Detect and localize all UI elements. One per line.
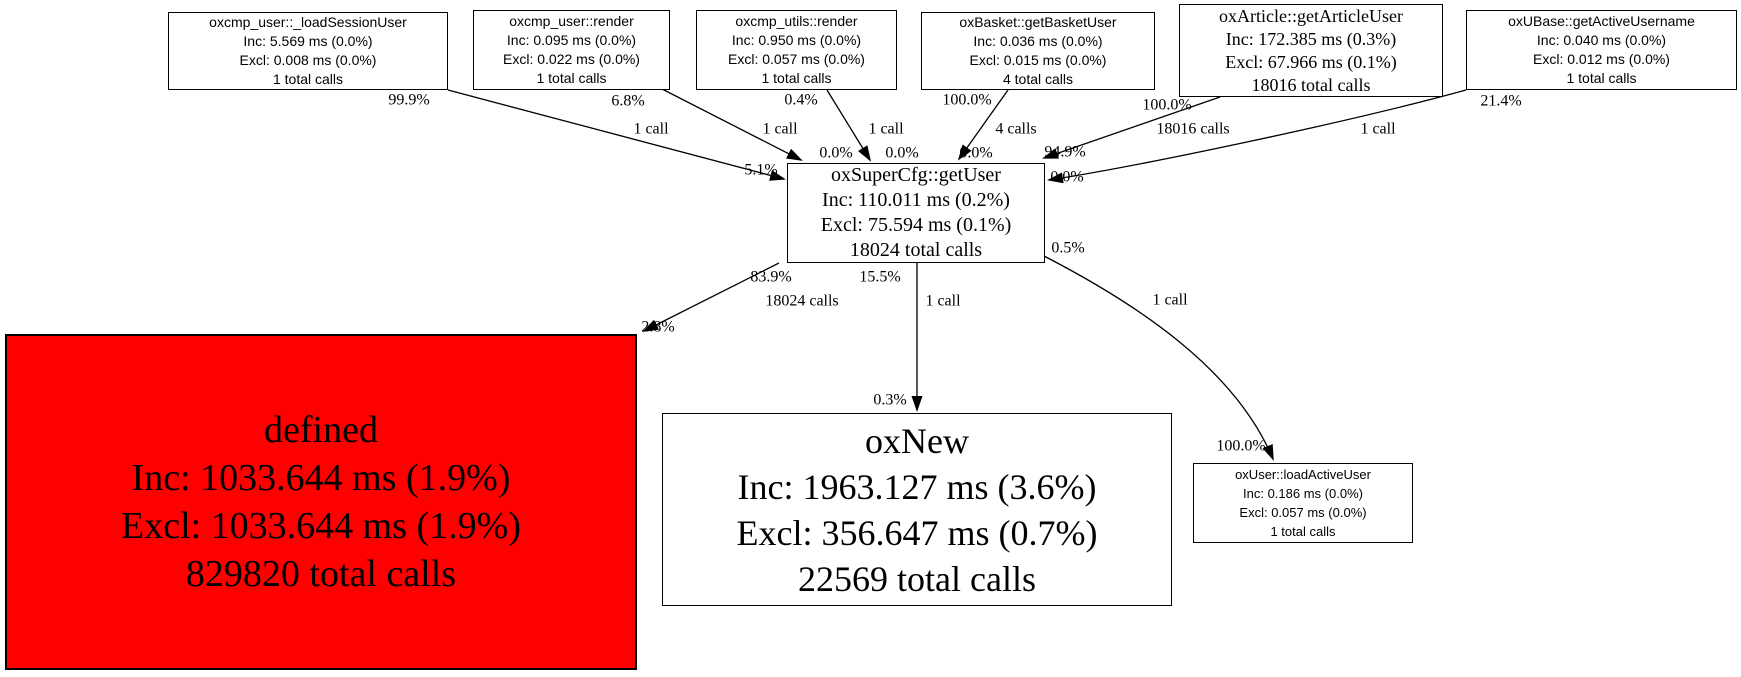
node-title: oxUBase::getActiveUsername bbox=[1508, 13, 1695, 29]
node-inclusive-time: Inc: 0.950 ms (0.0%) bbox=[731, 32, 862, 48]
node-total-calls: 18024 total calls bbox=[849, 239, 983, 261]
edge-label-caller-pct: 21.4% bbox=[1480, 92, 1522, 110]
edge-label-caller-pct: 100.0% bbox=[942, 91, 992, 109]
edge-oxcmp-user-render-to-getuser bbox=[661, 88, 803, 161]
node-oxubase-getactiveusername: oxUBase::getActiveUsername Inc: 0.040 ms… bbox=[1466, 10, 1737, 90]
node-oxuser-loadactiveuser: oxUser::loadActiveUser Inc: 0.186 ms (0.… bbox=[1193, 463, 1413, 543]
node-exclusive-time: Excl: 356.647 ms (0.7%) bbox=[736, 512, 1098, 553]
node-oxcmp-user-loadsessionuser: oxcmp_user::_loadSessionUser Inc: 5.569 … bbox=[168, 12, 448, 90]
node-inclusive-time: Inc: 5.569 ms (0.0%) bbox=[243, 33, 373, 49]
node-title: oxNew bbox=[865, 420, 969, 461]
node-total-calls: 1 total calls bbox=[536, 70, 607, 86]
node-inclusive-time: Inc: 1963.127 ms (3.6%) bbox=[737, 466, 1097, 507]
node-oxnew: oxNew Inc: 1963.127 ms (3.6%) Excl: 356.… bbox=[662, 413, 1172, 606]
edge-label-caller-pct: 15.5% bbox=[859, 268, 901, 286]
node-defined-hotspot: defined Inc: 1033.644 ms (1.9%) Excl: 10… bbox=[5, 334, 637, 670]
edge-label-call-count: 1 call bbox=[1360, 120, 1396, 138]
edge-getuser-to-loadactiveuser bbox=[1043, 255, 1274, 461]
node-title: oxcmp_user::render bbox=[509, 13, 634, 29]
edge-label-caller-pct: 83.9% bbox=[750, 268, 792, 286]
node-title: oxSuperCfg::getUser bbox=[831, 164, 1001, 186]
node-total-calls: 22569 total calls bbox=[798, 558, 1036, 599]
node-inclusive-time: Inc: 0.095 ms (0.0%) bbox=[506, 32, 637, 48]
node-exclusive-time: Excl: 67.966 ms (0.1%) bbox=[1225, 51, 1397, 72]
edge-label-call-count: 1 call bbox=[1152, 291, 1188, 309]
node-exclusive-time: Excl: 1033.644 ms (1.9%) bbox=[120, 505, 521, 547]
edge-label-callee-pct: 0.0% bbox=[819, 144, 853, 162]
node-inclusive-time: Inc: 0.040 ms (0.0%) bbox=[1536, 32, 1667, 48]
node-exclusive-time: Excl: 0.015 ms (0.0%) bbox=[969, 52, 1107, 68]
node-total-calls: 18016 total calls bbox=[1251, 74, 1371, 95]
edge-label-callee-pct: 0.0% bbox=[959, 144, 993, 162]
edge-label-callee-pct: 5.1% bbox=[744, 161, 778, 179]
node-title: oxUser::loadActiveUser bbox=[1235, 467, 1371, 482]
node-exclusive-time: Excl: 0.057 ms (0.0%) bbox=[1239, 505, 1367, 520]
edge-label-callee-pct: 100.0% bbox=[1216, 437, 1266, 455]
edge-label-caller-pct: 6.8% bbox=[611, 92, 645, 110]
edge-label-caller-pct: 100.0% bbox=[1142, 96, 1192, 114]
node-inclusive-time: Inc: 1033.644 ms (1.9%) bbox=[131, 457, 511, 499]
edge-label-call-count: 4 calls bbox=[995, 120, 1037, 138]
node-title: oxArticle::getArticleUser bbox=[1219, 5, 1403, 26]
node-total-calls: 4 total calls bbox=[1002, 71, 1074, 87]
node-exclusive-time: Excl: 0.022 ms (0.0%) bbox=[503, 51, 640, 67]
node-exclusive-time: Excl: 75.594 ms (0.1%) bbox=[820, 214, 1012, 236]
edge-load-session-user-to-getuser bbox=[447, 89, 786, 181]
edge-label-call-count: 1 call bbox=[868, 120, 904, 138]
edge-oxarticle-to-getuser bbox=[1042, 96, 1221, 159]
edge-label-call-count: 1 call bbox=[633, 120, 669, 138]
edge-label-call-count: 18016 calls bbox=[1156, 120, 1230, 138]
node-oxbasket-getbasketuser: oxBasket::getBasketUser Inc: 0.036 ms (0… bbox=[921, 12, 1155, 90]
node-total-calls: 1 total calls bbox=[1270, 524, 1336, 539]
edge-label-call-count: 1 call bbox=[925, 292, 961, 310]
edge-label-callee-pct: 0.0% bbox=[885, 144, 919, 162]
node-oxcmp-utils-render: oxcmp_utils::render Inc: 0.950 ms (0.0%)… bbox=[696, 10, 897, 90]
edge-label-caller-pct: 0.4% bbox=[784, 91, 818, 109]
node-exclusive-time: Excl: 0.057 ms (0.0%) bbox=[728, 51, 865, 67]
node-inclusive-time: Inc: 172.385 ms (0.3%) bbox=[1225, 28, 1397, 49]
node-inclusive-time: Inc: 0.186 ms (0.0%) bbox=[1243, 486, 1363, 501]
edge-label-call-count: 1 call bbox=[762, 120, 798, 138]
node-total-calls: 1 total calls bbox=[272, 71, 344, 87]
node-title: oxBasket::getBasketUser bbox=[959, 14, 1117, 30]
node-oxarticle-getarticleuser: oxArticle::getArticleUser Inc: 172.385 m… bbox=[1179, 4, 1443, 97]
edge-oxcmp-utils-render-to-getuser bbox=[826, 89, 872, 162]
node-title: defined bbox=[264, 409, 378, 451]
edge-label-callee-pct: 0.0% bbox=[1050, 168, 1084, 186]
node-inclusive-time: Inc: 110.011 ms (0.2%) bbox=[822, 189, 1010, 211]
node-total-calls: 829820 total calls bbox=[185, 553, 457, 595]
node-total-calls: 1 total calls bbox=[761, 70, 832, 86]
edge-oxbasket-to-getuser bbox=[957, 89, 1009, 161]
edge-label-call-count: 18024 calls bbox=[765, 292, 839, 310]
node-title: oxcmp_utils::render bbox=[735, 13, 858, 29]
node-inclusive-time: Inc: 0.036 ms (0.0%) bbox=[973, 33, 1103, 49]
edge-label-caller-pct: 99.9% bbox=[388, 91, 430, 109]
node-oxsupercfg-getuser: oxSuperCfg::getUser Inc: 110.011 ms (0.2… bbox=[787, 163, 1045, 263]
node-exclusive-time: Excl: 0.012 ms (0.0%) bbox=[1533, 51, 1670, 67]
node-total-calls: 1 total calls bbox=[1566, 70, 1637, 86]
edge-label-callee-pct: 94.9% bbox=[1044, 143, 1086, 161]
edge-oxubase-to-getuser bbox=[1047, 89, 1467, 184]
node-exclusive-time: Excl: 0.008 ms (0.0%) bbox=[239, 52, 377, 68]
edge-label-caller-pct: 0.5% bbox=[1051, 239, 1085, 257]
edge-getuser-to-defined bbox=[642, 262, 780, 332]
edge-label-callee-pct: 2.8% bbox=[641, 318, 675, 336]
node-title: oxcmp_user::_loadSessionUser bbox=[209, 14, 407, 30]
edge-label-callee-pct: 0.3% bbox=[873, 391, 907, 409]
node-oxcmp-user-render: oxcmp_user::render Inc: 0.095 ms (0.0%) … bbox=[473, 10, 670, 90]
